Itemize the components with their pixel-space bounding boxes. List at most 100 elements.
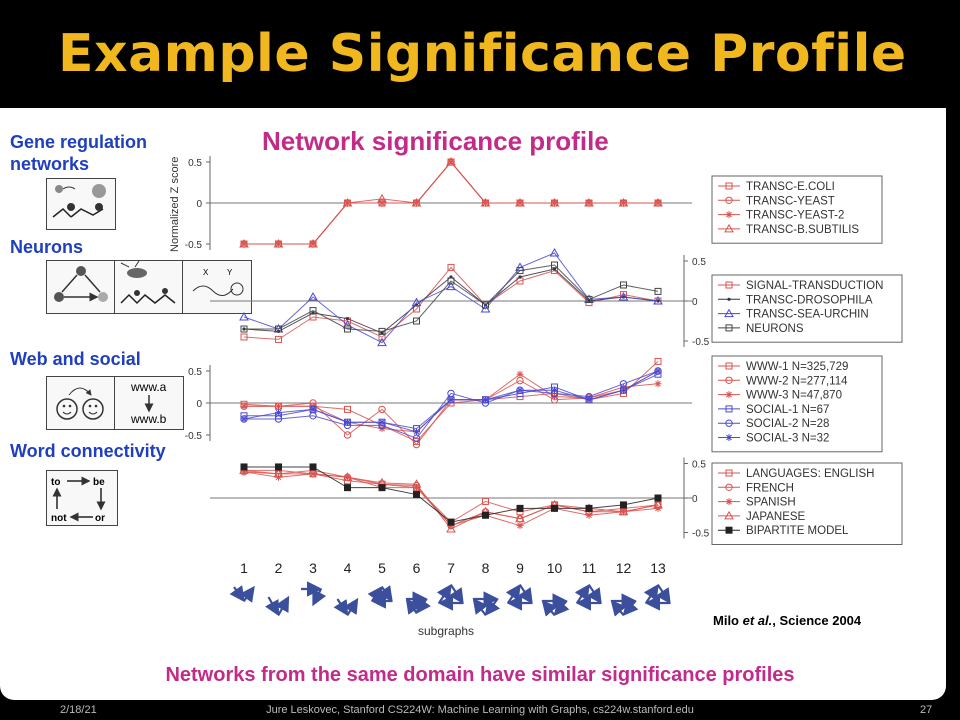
point-word-4-12 (654, 494, 662, 502)
point-web-5-5 (413, 428, 420, 436)
x-tick-label-2: 2 (275, 560, 283, 576)
subgraph-icon-10 (541, 593, 570, 617)
point-gene-3-9 (549, 197, 560, 207)
tick-label-gene-1: 0 (196, 199, 202, 210)
subgraph-icon-1 (229, 585, 255, 603)
point-gene-2-4 (378, 199, 386, 207)
point-web-5-12 (654, 367, 662, 375)
label-neurons: Neurons (10, 237, 84, 257)
series-neurons-3 (240, 261, 662, 335)
point-word-4-9 (551, 504, 558, 512)
point-word-3-6 (446, 524, 456, 533)
gene-network-icon (46, 178, 116, 230)
legend-marker-web-1 (725, 376, 733, 384)
point-neurons-2-2 (308, 291, 318, 301)
legend-marker-word-0 (725, 469, 733, 477)
label-gene-regulation: Gene regulation networks (10, 132, 148, 174)
legend-entry-web-0: WWW-1 N=325,729 (746, 361, 848, 373)
point-word-4-6 (447, 518, 455, 526)
legend-entry-web-1: WWW-2 N=277,114 (746, 375, 848, 387)
legend-box-web (711, 355, 883, 453)
legend-marker-web-4 (725, 419, 733, 427)
legend-marker-neurons-1 (727, 297, 731, 301)
point-web-5-10 (585, 396, 593, 404)
point-web-2-8 (516, 370, 524, 378)
point-neurons-3-6 (447, 277, 455, 285)
point-gene-3-4 (377, 193, 387, 203)
legend-entry-web-5: SOCIAL-3 N=32 (746, 433, 829, 445)
footer-page-number: 27 (920, 704, 933, 716)
point-web-5-4 (378, 418, 386, 426)
point-word-4-5 (413, 491, 420, 499)
point-neurons-3-3 (344, 325, 351, 333)
x-tick-label-4: 4 (344, 560, 352, 576)
series-gene-3 (239, 156, 663, 248)
point-word-4-11 (620, 501, 627, 509)
tick-label-web-0: 0.5 (188, 367, 202, 378)
tick-label-neurons-2: -0.5 (692, 337, 710, 348)
point-neurons-1-4 (380, 331, 384, 335)
subgraph-icon-13 (643, 583, 671, 611)
series-line-word-1 (243, 471, 659, 527)
point-neurons-2-3 (342, 319, 353, 329)
point-neurons-3-5 (413, 317, 420, 325)
legend-marker-neurons-3 (725, 324, 733, 332)
y-axis-label: Normalized Z score (169, 157, 181, 252)
legend-entry-gene-3: TRANSC-B.SUBTILIS (746, 224, 859, 236)
point-word-4-2 (309, 463, 317, 471)
slide-title: Example Significance Profile (58, 24, 907, 84)
series-web-1 (240, 367, 662, 449)
chart-subtitle: Network significance profile (262, 126, 609, 156)
series-web-4 (240, 367, 662, 442)
tick-label-word-1: 0 (692, 494, 698, 505)
point-word-4-8 (516, 504, 524, 512)
legend-entry-web-2: WWW-3 N=47,870 (746, 390, 842, 402)
word-or: or (95, 513, 105, 524)
point-neurons-2-0 (239, 311, 249, 321)
legend-box-word (711, 462, 903, 545)
point-word-3-3 (342, 472, 353, 481)
point-neurons-2-9 (549, 247, 560, 257)
x-tick-label-13: 13 (650, 560, 666, 576)
point-gene-3-10 (584, 197, 594, 207)
point-word-4-0 (240, 463, 248, 471)
point-web-2-1 (275, 402, 282, 410)
tick-label-neurons-1: 0 (692, 297, 698, 308)
series-neurons-2 (239, 247, 663, 347)
legend-entry-web-3: SOCIAL-1 N=67 (746, 404, 829, 416)
panel-neurons: 0.5 0 -0.5 (210, 247, 710, 348)
legend-marker-web-2 (725, 391, 733, 399)
word-to: to (51, 477, 60, 488)
point-word-2-10 (585, 511, 593, 519)
point-gene-3-8 (515, 197, 525, 207)
series-line-word-2 (243, 471, 659, 527)
legend-marker-gene-0 (725, 182, 733, 190)
x-tick-label-9: 9 (516, 560, 524, 576)
legend-entry-neurons-2: TRANSC-SEA-URCHIN (746, 309, 869, 321)
subgraph-icon-8 (472, 591, 501, 617)
series-neurons-1 (242, 267, 660, 335)
www-a-label: www.a (130, 380, 167, 394)
web-link-icon: www.a www.b (114, 376, 184, 430)
point-gene-3-1 (273, 238, 284, 248)
subgraph-icon-5 (367, 585, 393, 609)
tick-label-gene-2: -0.5 (185, 240, 203, 251)
series-line-web-1 (244, 370, 659, 446)
point-neurons-2-4 (377, 337, 387, 347)
point-neurons-0-0 (240, 333, 248, 341)
title-bar: Example Significance Profile (0, 0, 960, 108)
point-neurons-1-2 (311, 311, 315, 315)
point-word-4-10 (585, 504, 593, 512)
legend-marker-neurons-0 (725, 281, 733, 289)
point-gene-3-3 (342, 197, 353, 207)
point-web-1-3 (343, 431, 352, 439)
series-line-gene-3 (244, 161, 658, 245)
series-line-neurons-3 (244, 264, 659, 332)
legend-marker-gene-1 (725, 196, 733, 205)
point-word-4-4 (378, 484, 386, 492)
panel-word: 0.5 0 -0.5 (210, 457, 710, 540)
point-web-5-0 (240, 415, 248, 423)
point-web-5-1 (275, 409, 282, 417)
point-web-0-3 (344, 405, 351, 413)
